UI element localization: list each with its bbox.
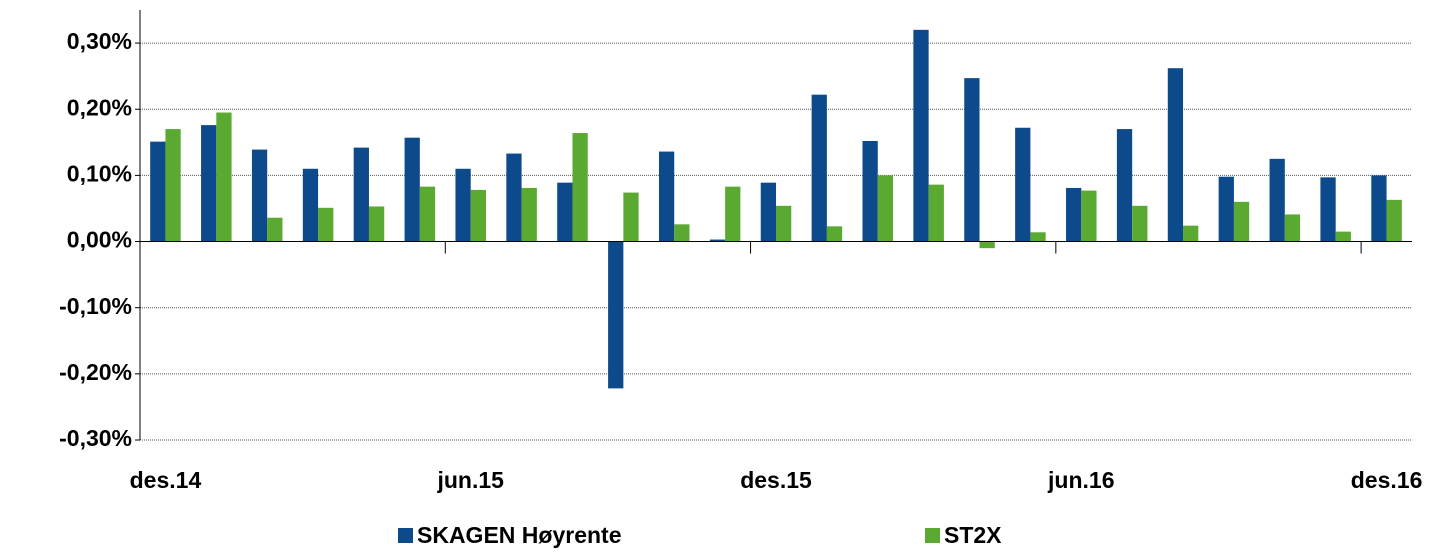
bar [776,205,792,242]
bar [1335,231,1351,242]
bar [455,168,471,242]
bar [201,125,217,242]
bar [1015,127,1031,242]
bar [557,182,573,242]
bar [826,226,843,242]
y-tick-label: 0,30% [67,28,132,54]
bar [267,217,283,242]
bar [1371,175,1387,242]
bar [1116,129,1133,242]
bar [979,241,995,249]
bar [1233,201,1250,242]
bar [964,78,980,242]
bar [623,192,639,242]
bar [1386,199,1402,242]
bar [1030,232,1046,242]
bar [1284,214,1301,242]
legend-label: SKAGEN Høyrente [417,522,621,548]
bar [216,112,232,242]
y-tick-label: -0,10% [59,293,132,319]
bar [928,184,944,242]
bar [1081,190,1097,242]
legend-swatch [398,528,413,543]
bar [709,239,726,242]
bar [760,182,776,242]
bar [658,151,675,242]
bar [302,168,319,242]
bar [1320,177,1336,242]
bar [521,187,537,242]
bar [862,140,878,242]
y-tick-label: 0,10% [67,160,132,186]
x-tick-label: des.15 [740,467,812,493]
legend-label: ST2X [944,522,1002,548]
bar [674,224,690,242]
bar [150,141,166,242]
bar [608,241,624,389]
bar [1218,176,1234,242]
y-tick-label: 0,00% [67,227,132,253]
x-tick-label: jun.16 [1047,467,1114,493]
bar [877,175,894,242]
bar [1066,187,1082,242]
bar [572,133,588,242]
bar [353,147,369,242]
y-tick-label: -0,30% [59,425,132,451]
bar [1183,225,1199,242]
x-tick-label: des.14 [130,467,202,493]
bar [1132,205,1148,242]
bar [1167,68,1184,242]
y-tick-label: 0,20% [67,94,132,120]
bar [470,189,486,242]
bar [165,129,181,242]
bar [251,149,268,242]
legend-swatch [925,528,940,543]
bar [368,206,385,242]
bar [913,29,929,242]
x-tick-label: des.16 [1351,467,1423,493]
bar [811,94,827,242]
bar [404,137,420,242]
x-tick-label: jun.15 [436,467,504,493]
bar [1269,158,1285,242]
bar [419,186,436,242]
y-tick-label: -0,20% [59,359,132,385]
bar [318,207,334,242]
bar [506,153,522,242]
bar [725,186,741,242]
